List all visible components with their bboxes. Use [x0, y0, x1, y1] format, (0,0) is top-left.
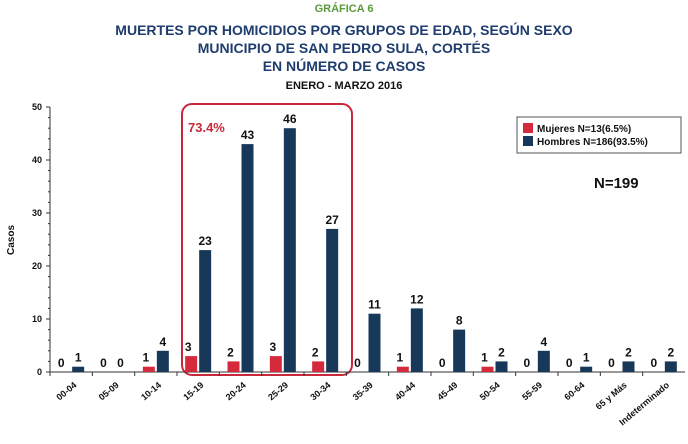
bar: [312, 361, 325, 372]
chart-title: EN NÚMERO DE CASOS: [263, 57, 426, 74]
value-label: 0: [439, 356, 446, 370]
value-label: 0: [523, 356, 530, 370]
chart-title: MUNICIPIO DE SAN PEDRO SULA, CORTÉS: [198, 40, 490, 56]
value-label: 2: [498, 345, 505, 359]
value-label: 1: [396, 351, 403, 365]
x-tick-label: 55-59: [520, 380, 544, 402]
x-tick-label: 50-54: [478, 380, 502, 402]
bar: [396, 366, 409, 372]
annotation: 73.4%: [188, 120, 225, 135]
bar: [156, 350, 169, 372]
value-label: 43: [241, 128, 255, 142]
bar: [410, 308, 423, 372]
bar: [283, 128, 296, 372]
value-label: 46: [283, 112, 297, 126]
y-tick-label: 0: [37, 367, 42, 377]
value-label: 2: [667, 345, 674, 359]
bar: [622, 361, 635, 372]
x-tick-label: 35-39: [351, 380, 375, 402]
x-tick-label: 00-04: [54, 380, 78, 402]
value-label: 2: [312, 345, 319, 359]
bar: [199, 250, 212, 372]
bar: [326, 228, 339, 372]
value-label: 1: [142, 351, 149, 365]
bar: [664, 361, 677, 372]
value-label: 0: [58, 356, 65, 370]
value-label: 8: [456, 314, 463, 328]
bar: [241, 144, 254, 372]
value-label: 1: [75, 351, 82, 365]
value-label: 3: [269, 340, 276, 354]
value-label: 4: [540, 335, 547, 349]
x-tick-label: 25-29: [266, 380, 290, 402]
value-label: 0: [650, 356, 657, 370]
legend-swatch: [523, 123, 533, 133]
x-tick-label: 60-64: [562, 380, 586, 402]
bar: [580, 366, 593, 372]
bar: [142, 366, 155, 372]
value-label: 2: [227, 345, 234, 359]
value-label: 2: [625, 345, 632, 359]
x-tick-label: 30-34: [308, 380, 332, 402]
bar: [368, 313, 381, 372]
x-tick-label: 40-44: [393, 380, 417, 402]
value-label: 3: [185, 340, 192, 354]
bar: [495, 361, 508, 372]
value-label: 11: [368, 298, 381, 312]
value-label: 12: [410, 292, 424, 306]
value-label: 0: [117, 356, 124, 370]
legend-label: Mujeres N=13(6.5%): [537, 124, 631, 135]
value-label: 0: [608, 356, 615, 370]
x-tick-label: 10-14: [139, 380, 163, 402]
value-label: 27: [325, 213, 339, 227]
chart-title: MUERTES POR HOMICIDIOS POR GRUPOS DE EDA…: [115, 21, 573, 38]
value-label: 1: [583, 351, 590, 365]
legend-swatch: [523, 136, 533, 146]
chart-subtitle: ENERO - MARZO 2016: [286, 80, 403, 92]
annotation: N=199: [594, 175, 639, 192]
y-tick-label: 40: [32, 155, 42, 165]
bar: [537, 350, 550, 372]
bar: [185, 356, 198, 372]
y-tick-label: 30: [32, 208, 42, 218]
bar: [227, 361, 240, 372]
x-tick-label: 45-49: [435, 380, 459, 402]
legend-label: Hombres N=186(93.5%): [537, 137, 648, 148]
value-label: 0: [100, 356, 107, 370]
value-label: 23: [198, 234, 212, 248]
highlight-box: [181, 103, 353, 376]
y-axis-label: Casos: [6, 225, 17, 255]
y-tick-label: 20: [32, 261, 42, 271]
bar: [269, 356, 282, 372]
y-tick-label: 10: [32, 314, 42, 324]
chart-supertitle: GRÁFICA 6: [315, 2, 374, 15]
value-label: 4: [159, 335, 166, 349]
bar: [453, 329, 466, 372]
bar: [481, 366, 494, 372]
x-tick-label: 15-19: [181, 380, 205, 402]
y-tick-label: 50: [32, 102, 42, 112]
x-tick-label: 65 y Más: [594, 380, 629, 412]
x-tick-label: 20-24: [224, 380, 248, 402]
x-tick-label: 05-09: [97, 380, 121, 402]
bar: [72, 366, 85, 372]
value-label: 0: [566, 356, 573, 370]
value-label: 0: [354, 356, 361, 370]
value-label: 1: [481, 351, 488, 365]
legend-box: [516, 116, 682, 154]
